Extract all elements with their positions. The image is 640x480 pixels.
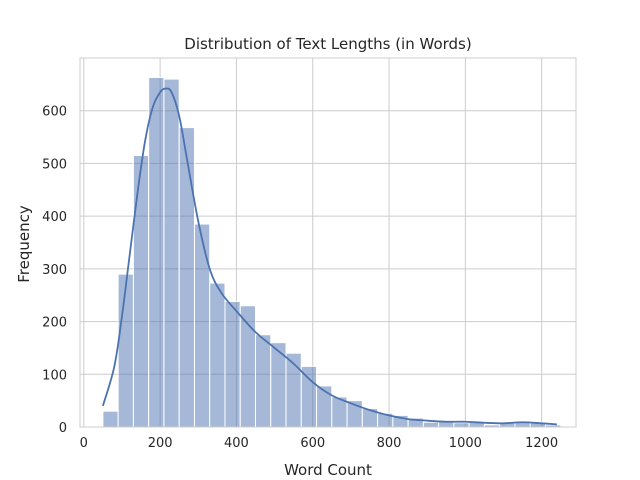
- histogram-bar: [224, 301, 241, 428]
- histogram-bar: [209, 282, 226, 428]
- histogram-bar: [163, 78, 180, 428]
- histogram-bar: [132, 155, 150, 428]
- histogram-bar: [453, 422, 470, 428]
- y-tick-label: 200: [42, 316, 67, 331]
- x-axis-label: Word Count: [284, 461, 372, 479]
- x-tick-label: 400: [224, 436, 249, 451]
- x-tick-label: 600: [300, 436, 325, 451]
- histogram-bar: [148, 77, 165, 428]
- y-tick-label: 0: [59, 421, 67, 436]
- kde-curve: [102, 87, 557, 426]
- y-tick-label: 500: [42, 157, 67, 172]
- histogram-bar: [178, 127, 195, 428]
- y-axis-label: Frequency: [15, 205, 33, 283]
- histogram-bar: [300, 365, 318, 428]
- histogram-bar: [422, 421, 440, 428]
- histogram-bar: [117, 273, 134, 428]
- y-tick-label: 400: [42, 210, 67, 225]
- chart-title: Distribution of Text Lengths (in Words): [184, 35, 471, 53]
- x-tick-labels: 0 200 400 600 800 1000 1200: [80, 436, 559, 451]
- histogram-bar: [102, 410, 119, 428]
- x-tick-label: 200: [148, 436, 173, 451]
- histogram-bar: [255, 334, 272, 428]
- x-tick-label: 800: [377, 436, 402, 451]
- kde-curve-group: [102, 87, 557, 426]
- histogram-bar: [193, 223, 211, 428]
- histogram-bar: [316, 385, 333, 428]
- x-tick-label: 0: [80, 436, 88, 451]
- y-tick-label: 100: [42, 368, 67, 383]
- x-tick-label: 1200: [525, 436, 558, 451]
- y-tick-label: 600: [42, 105, 67, 120]
- y-tick-label: 300: [42, 263, 67, 278]
- plot-frame: [79, 57, 577, 428]
- y-tick-labels: 0 100 200 300 400 500 600: [42, 105, 67, 436]
- x-tick-label: 1000: [449, 436, 482, 451]
